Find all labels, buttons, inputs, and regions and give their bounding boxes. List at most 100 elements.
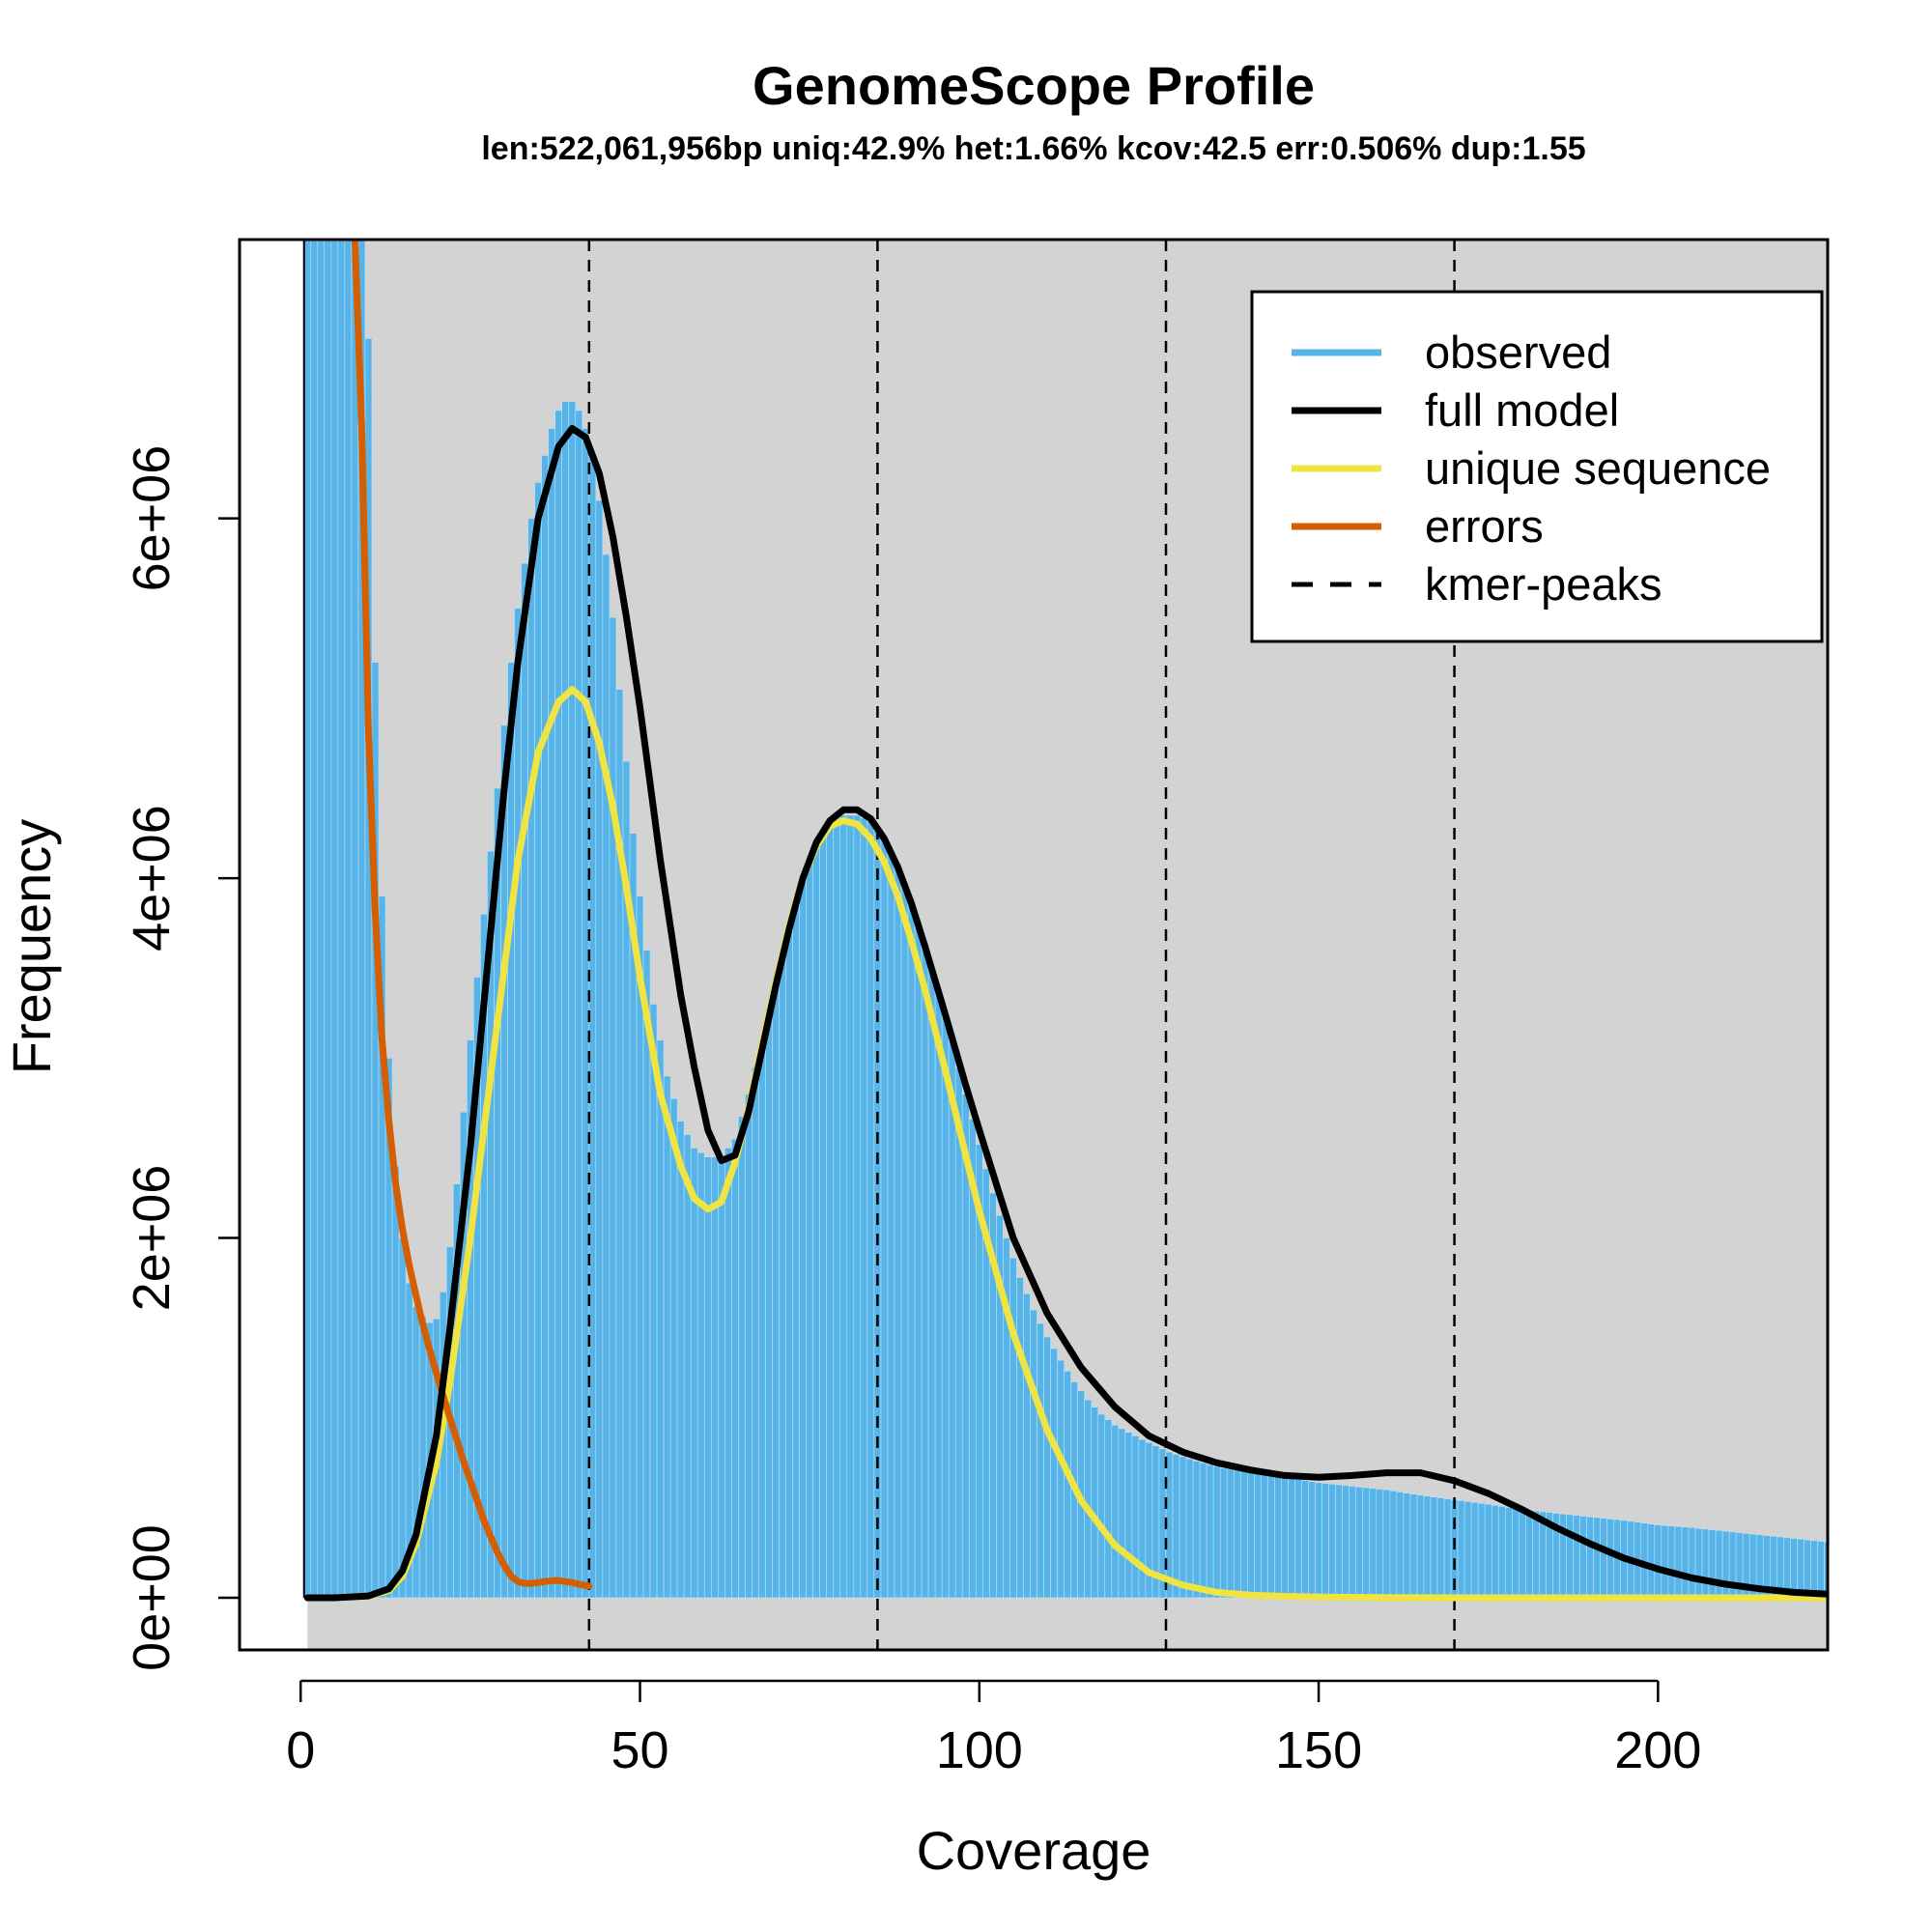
observed-bar — [1654, 1524, 1662, 1599]
observed-bar — [1192, 1461, 1201, 1599]
observed-bar — [907, 899, 916, 1599]
observed-bar — [1606, 1519, 1614, 1599]
observed-bar — [1315, 1482, 1322, 1599]
observed-bar — [1681, 1526, 1690, 1599]
observed-bar — [724, 1148, 732, 1599]
legend-label: errors — [1425, 500, 1544, 552]
observed-bar — [785, 923, 793, 1599]
observed-bar — [1335, 1484, 1343, 1599]
x-tick-label: 100 — [936, 1721, 1023, 1779]
observed-bar — [1057, 1359, 1065, 1599]
observed-bar — [1301, 1480, 1309, 1599]
observed-bar — [1457, 1500, 1465, 1599]
observed-bar — [1199, 1463, 1208, 1599]
observed-bar — [1084, 1399, 1093, 1599]
observed-bar — [527, 518, 535, 1599]
y-tick-label: 6e+06 — [123, 445, 181, 592]
observed-bar — [1443, 1498, 1452, 1599]
observed-bar — [1043, 1336, 1051, 1599]
observed-bar — [1233, 1469, 1241, 1599]
observed-bar — [1247, 1471, 1255, 1599]
observed-bar — [690, 1148, 698, 1599]
x-tick-label: 150 — [1275, 1721, 1362, 1779]
observed-bar — [1124, 1432, 1133, 1599]
observed-bar — [846, 814, 855, 1599]
observed-bar — [507, 662, 515, 1599]
observed-bar — [1647, 1523, 1656, 1599]
observed-bar — [1342, 1485, 1350, 1599]
observed-bar — [534, 482, 542, 1599]
observed-bar — [710, 1156, 719, 1599]
observed-bar — [941, 1016, 950, 1599]
observed-bar — [1328, 1484, 1336, 1599]
chart-subtitle: len:522,061,956bp uniq:42.9% het:1.66% k… — [481, 130, 1585, 167]
observed-bar — [812, 841, 820, 1599]
observed-bar — [1226, 1468, 1235, 1599]
observed-bar — [1512, 1508, 1520, 1599]
observed-bar — [1667, 1525, 1676, 1599]
x-tick-label: 50 — [611, 1721, 668, 1779]
observed-bar — [1715, 1530, 1723, 1599]
model-curves — [303, 240, 1828, 1602]
observed-bar — [1573, 1515, 1580, 1599]
observed-bar — [1661, 1524, 1669, 1599]
observed-bar — [1138, 1438, 1147, 1599]
observed-bar — [317, 240, 326, 1599]
observed-bar — [731, 1138, 739, 1599]
observed-bar — [1817, 1541, 1825, 1599]
observed-bar — [1254, 1472, 1262, 1599]
observed-bar — [1362, 1487, 1371, 1599]
legend-label: observed — [1425, 327, 1611, 378]
observed-bar — [1308, 1481, 1316, 1599]
observed-bar — [500, 724, 508, 1599]
observed-bar — [1804, 1539, 1811, 1599]
observed-bar — [649, 1004, 658, 1599]
y-tick-label: 0e+00 — [123, 1524, 181, 1671]
observed-bar — [894, 863, 902, 1599]
observed-bar — [1708, 1529, 1717, 1599]
x-axis: 0 50 100 150 200 — [286, 1679, 1701, 1779]
observed-bar — [1030, 1309, 1037, 1599]
full-model-curve — [303, 425, 1828, 1602]
observed-bar — [541, 455, 549, 1599]
observed-bar — [1477, 1502, 1486, 1599]
observed-bar — [792, 900, 800, 1599]
observed-bar — [1423, 1495, 1432, 1599]
observed-bar — [1261, 1473, 1268, 1599]
observed-bar — [860, 817, 868, 1599]
observed-bar — [1436, 1497, 1445, 1599]
legend: observed full model unique sequence errors k… — [1250, 290, 1824, 643]
observed-bar — [765, 1008, 773, 1599]
legend-label: unique sequence — [1425, 442, 1771, 494]
observed-bar — [595, 499, 604, 1599]
legend-label: kmer-peaks — [1425, 558, 1662, 610]
observed-bar — [514, 608, 522, 1599]
observed-bar — [1694, 1527, 1703, 1599]
observed-bar — [1219, 1467, 1228, 1599]
observed-bar — [310, 240, 319, 1599]
observed-bar — [1579, 1516, 1587, 1599]
observed-bar — [1593, 1517, 1601, 1599]
observed-bar — [1294, 1479, 1302, 1599]
observed-bar — [914, 921, 923, 1599]
observed-bar — [1097, 1413, 1106, 1599]
observed-bar — [548, 428, 555, 1599]
chart-title: GenomeScope Profile — [753, 55, 1315, 116]
y-axis: 0e+00 2e+06 4e+06 6e+06 — [123, 445, 242, 1671]
observed-bar — [1212, 1465, 1221, 1599]
observed-bar — [738, 1116, 746, 1599]
y-axis-label: Frequency — [1, 819, 62, 1075]
observed-bar — [900, 881, 909, 1599]
observed-bar — [330, 240, 339, 1599]
observed-bar — [772, 977, 780, 1599]
observed-bar — [799, 877, 807, 1599]
observed-bar — [1185, 1458, 1194, 1599]
observed-bar — [1463, 1501, 1472, 1599]
observed-bar — [521, 562, 528, 1599]
observed-bar — [324, 240, 332, 1599]
x-tick-label: 200 — [1614, 1721, 1701, 1779]
observed-bar — [1382, 1489, 1391, 1599]
observed-bar — [1274, 1475, 1282, 1599]
observed-bar — [1519, 1509, 1526, 1599]
observed-bar — [1824, 1541, 1828, 1599]
